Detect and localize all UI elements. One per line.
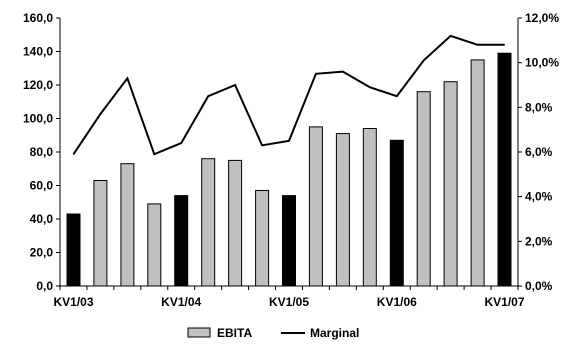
x-tick-label: KV1/04 [161, 295, 201, 309]
legend-bar-swatch [187, 327, 211, 338]
bar-ebita-kv2-04 [201, 158, 216, 287]
bar-ebita-kv3-05 [335, 133, 350, 287]
point-marginal-kv2-05 [315, 73, 317, 75]
bar-ebita-kv1-03 [66, 213, 81, 287]
point-marginal-kv3-05 [342, 71, 344, 73]
x-tick-label: KV1/05 [269, 295, 309, 309]
bar-ebita-kv2-03 [93, 180, 108, 287]
bar-ebita-kv2-05 [308, 126, 323, 287]
left-tick-label: 120,0 [23, 78, 53, 92]
legend-label-marginal: Marginal [310, 326, 359, 340]
point-marginal-kv3-03 [126, 77, 128, 79]
legend-label-ebita: EBITA [217, 326, 252, 340]
bar-ebita-kv3-03 [120, 163, 135, 287]
point-marginal-kv4-04 [261, 144, 263, 146]
point-marginal-kv4-03 [153, 153, 155, 155]
left-tick-label: 140,0 [23, 45, 53, 59]
point-marginal-kv2-06 [423, 59, 425, 61]
point-marginal-kv2-03 [99, 113, 101, 115]
bar-ebita-kv4-04 [255, 190, 270, 287]
right-tick-label: 4,0% [525, 190, 553, 204]
right-tick-label: 10,0% [525, 56, 559, 70]
axes-layer: 0,0 20,0 40,0 60,0 80,0 100,0 120,0 140,0 160,0 0… [23, 11, 559, 309]
bar-ebita-kv3-04 [228, 159, 243, 287]
point-marginal-kv3-04 [234, 84, 236, 86]
left-tick-label: 160,0 [23, 11, 53, 25]
point-marginal-kv4-06 [477, 44, 479, 46]
left-tick-label: 80,0 [30, 145, 54, 159]
left-tick-label: 60,0 [30, 179, 54, 193]
left-tick-label: 20,0 [30, 246, 54, 260]
bar-ebita-kv4-06 [470, 59, 485, 287]
bar-ebita-kv1-05 [282, 195, 296, 287]
left-tick-label: 100,0 [23, 112, 53, 126]
left-tick-label: 0,0 [36, 279, 53, 293]
point-marginal-kv1-07 [504, 44, 505, 46]
x-tick-label: KV1/06 [377, 295, 417, 309]
bar-ebita-kv1-06 [389, 139, 404, 287]
point-marginal-kv1-05 [288, 140, 290, 142]
bar-ebita-kv1-04 [174, 195, 189, 287]
line-marginal [72, 34, 505, 156]
bar-ebita-kv2-06 [416, 91, 431, 287]
x-tick-label: KV1/07 [484, 295, 524, 309]
right-tick-label: 12,0% [525, 11, 559, 25]
bar-ebita-kv1-07 [497, 52, 512, 287]
right-tick-label: 8,0% [525, 100, 553, 114]
point-marginal-kv4-05 [369, 86, 371, 88]
x-tick-label: KV1/03 [53, 295, 93, 309]
right-tick-label: 2,0% [525, 234, 553, 248]
legend: EBITA Marginal [187, 326, 359, 340]
point-marginal-kv1-03 [73, 153, 74, 155]
bar-ebita-kv3-06 [443, 81, 458, 287]
bar-ebita-kv4-03 [147, 203, 162, 287]
point-marginal-kv3-06 [450, 35, 452, 37]
line-layer [72, 34, 505, 156]
right-tick-label: 0,0% [525, 279, 553, 293]
right-tick-label: 6,0% [525, 145, 553, 159]
point-marginal-kv1-06 [396, 95, 398, 97]
left-tick-label: 40,0 [30, 212, 54, 226]
point-marginal-kv2-04 [207, 95, 209, 97]
point-marginal-kv1-04 [180, 142, 182, 144]
bar-ebita-kv4-05 [362, 128, 377, 287]
bars-layer [66, 52, 512, 287]
